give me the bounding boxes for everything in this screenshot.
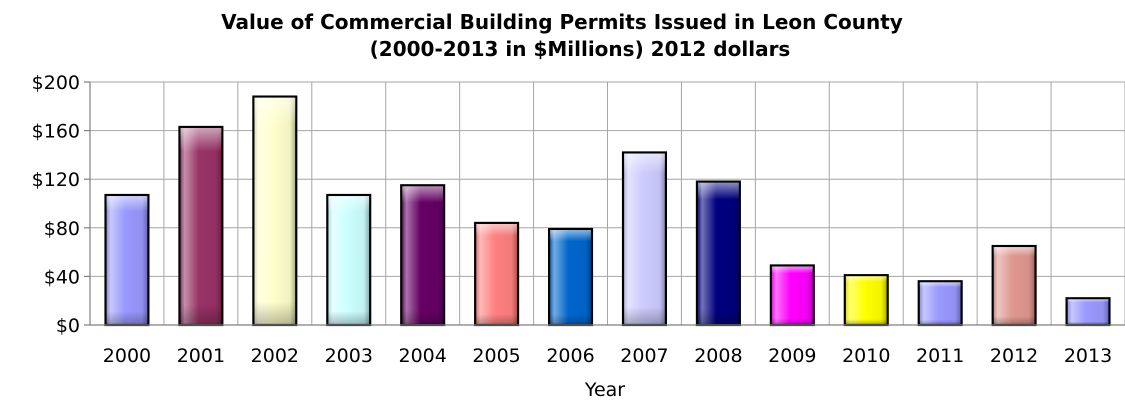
- bar-highlight-2000: [106, 195, 148, 324]
- x-tick-labels: 2000 2001 2002 2003 2004 2005 2006 2007 2008 2009…: [103, 345, 1112, 367]
- x-tick-label: 2003: [325, 345, 373, 367]
- bar-highlight-2013: [1067, 299, 1109, 324]
- x-tick-label: 2008: [694, 345, 742, 367]
- x-tick-label: 2012: [990, 345, 1038, 367]
- bar-highlight-2006: [550, 230, 591, 324]
- chart-title: Value of Commercial Building Permits Iss…: [221, 10, 903, 34]
- y-tick-label: $40: [44, 266, 80, 288]
- x-tick-label: 2009: [768, 345, 816, 367]
- y-tick-label: $160: [32, 121, 80, 143]
- bar-highlight-2008: [697, 182, 739, 324]
- bar-highlight-2009: [771, 266, 813, 324]
- x-tick-label: 2010: [842, 345, 890, 367]
- x-tick-label: 2007: [620, 345, 668, 367]
- x-axis-label: Year: [584, 379, 625, 401]
- x-tick-label: 2013: [1064, 345, 1112, 367]
- bar-highlight-2012: [993, 247, 1035, 324]
- x-tick-label: 2002: [251, 345, 299, 367]
- y-tick-label: $80: [44, 218, 80, 240]
- x-tick-label: 2005: [472, 345, 520, 367]
- x-tick-label: 2011: [916, 345, 964, 367]
- chart-subtitle: (2000-2013 in $Millions) 2012 dollars: [370, 37, 791, 61]
- bar-highlight-2003: [328, 195, 370, 324]
- x-tick-label: 2004: [398, 345, 446, 367]
- bar-highlight-2004: [402, 186, 444, 324]
- gridlines: [90, 81, 1125, 325]
- bar-highlight-2001: [180, 127, 222, 324]
- y-tick-label: $200: [32, 72, 80, 94]
- axes: [84, 81, 1125, 326]
- x-tick-label: 2000: [103, 345, 151, 367]
- bar-highlight-2005: [476, 223, 518, 324]
- bar-highlight-2002: [254, 97, 296, 324]
- bars: [104, 95, 1111, 327]
- y-tick-label: $120: [32, 169, 80, 191]
- bar-highlight-2011: [919, 282, 961, 324]
- y-tick-labels: $0 $40 $80 $120 $160 $200: [32, 72, 80, 337]
- bar-highlight-2007: [624, 153, 665, 324]
- bar-highlight-2010: [845, 276, 887, 324]
- y-tick-label: $0: [56, 315, 80, 337]
- x-tick-label: 2001: [177, 345, 225, 367]
- x-tick-label: 2006: [546, 345, 594, 367]
